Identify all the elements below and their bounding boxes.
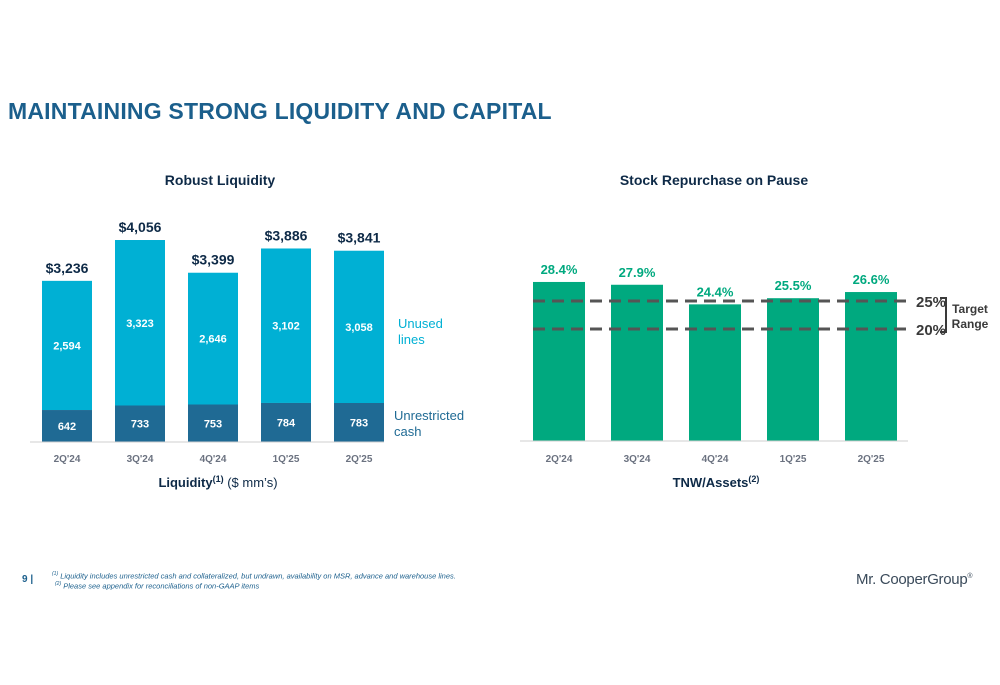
footnote-1-text: Liquidity includes unrestricted cash and…: [58, 571, 456, 581]
company-logo: Mr. CooperGroup®: [856, 571, 973, 588]
tnw-assets-value-label: 27.9%: [619, 265, 656, 280]
footnote-1: (1) Liquidity includes unrestricted cash…: [52, 571, 456, 581]
unused-lines-bar: [334, 250, 384, 404]
unrestricted-cash-bar: [42, 410, 92, 442]
liquidity-axis-title: Liquidity(1) ($ mm’s): [158, 474, 277, 490]
x-tick-label: 4Q'24: [200, 454, 227, 465]
footnote-2-marker: (2): [55, 581, 62, 587]
legend-unused-lines-line2: lines: [398, 332, 425, 347]
tnw-assets-bar: [689, 304, 741, 441]
unrestricted-cash-value-label: 642: [58, 421, 76, 433]
tnw-assets-value-label: 26.6%: [853, 272, 890, 287]
x-tick-label: 2Q'25: [858, 454, 885, 465]
tnw-assets-value-label: 28.4%: [541, 262, 578, 277]
unused-lines-value-label: 3,102: [272, 321, 300, 333]
unused-lines-value-label: 2,594: [53, 340, 81, 352]
tnw-chart-title: Stock Repurchase on Pause: [619, 172, 809, 188]
liquidity-chart-title: Robust Liquidity: [164, 172, 276, 188]
x-tick-label: 2Q'24: [54, 454, 81, 465]
legend-unrestricted-cash-line2: cash: [394, 424, 421, 439]
footnote-1-marker: (1): [52, 571, 59, 577]
x-tick-label: 4Q'24: [702, 454, 729, 465]
unrestricted-cash-bar: [115, 405, 165, 442]
total-liquidity-label: $4,056: [119, 219, 162, 235]
unrestricted-cash-value-label: 733: [131, 419, 149, 431]
footnote-2-text: Please see appendix for reconciliations …: [61, 581, 260, 591]
x-tick-label: 1Q'25: [273, 454, 300, 465]
unrestricted-cash-value-label: 784: [277, 417, 296, 429]
target-range-bracket: [940, 297, 947, 333]
unrestricted-cash-value-label: 783: [350, 418, 368, 430]
total-liquidity-label: $3,399: [192, 252, 235, 268]
unrestricted-cash-bar: [188, 404, 238, 442]
page-number: 9 |: [22, 574, 34, 585]
unused-lines-value-label: 3,323: [126, 318, 154, 330]
legend-unrestricted-cash-line1: Unrestricted: [394, 408, 464, 423]
unused-lines-bar: [261, 248, 311, 403]
total-liquidity-label: $3,886: [265, 227, 308, 243]
x-tick-label: 2Q'25: [346, 454, 373, 465]
tnw-assets-bar: [767, 298, 819, 441]
footnote-2: (2) Please see appendix for reconciliati…: [55, 581, 259, 591]
unused-lines-value-label: 2,646: [199, 334, 227, 346]
total-liquidity-label: $3,841: [338, 230, 381, 246]
tnw-assets-bar: [533, 281, 585, 441]
page-title: MAINTAINING STRONG LIQUIDITY AND CAPITAL: [8, 98, 552, 124]
unused-lines-value-label: 3,058: [345, 322, 373, 334]
x-tick-label: 1Q'25: [780, 454, 807, 465]
target-range-label-line1: Target: [952, 302, 988, 316]
total-liquidity-label: $3,236: [46, 260, 89, 276]
target-range-label-line2: Range: [952, 317, 989, 331]
x-tick-label: 3Q'24: [624, 454, 651, 465]
tnw-assets-bar: [845, 292, 897, 441]
unused-lines-bar: [42, 280, 92, 411]
logo-text: Mr. CooperGroup: [856, 571, 968, 588]
legend-unused-lines-line1: Unused: [398, 316, 443, 331]
tnw-assets-axis-title: TNW/Assets(2): [673, 474, 760, 490]
tnw-assets-value-label: 24.4%: [697, 284, 734, 299]
logo-registered-mark: ®: [967, 573, 973, 580]
tnw-assets-bar: [611, 284, 663, 441]
target-range-line-label: 20%: [916, 322, 946, 339]
unrestricted-cash-bar: [261, 402, 311, 442]
unrestricted-cash-value-label: 753: [204, 418, 222, 430]
x-tick-label: 2Q'24: [546, 454, 573, 465]
unused-lines-bar: [188, 272, 238, 405]
tnw-assets-value-label: 25.5%: [775, 278, 812, 293]
unrestricted-cash-bar: [334, 403, 384, 442]
target-range-line-label: 25%: [916, 294, 946, 311]
unused-lines-bar: [115, 240, 165, 406]
x-tick-label: 3Q'24: [127, 454, 154, 465]
